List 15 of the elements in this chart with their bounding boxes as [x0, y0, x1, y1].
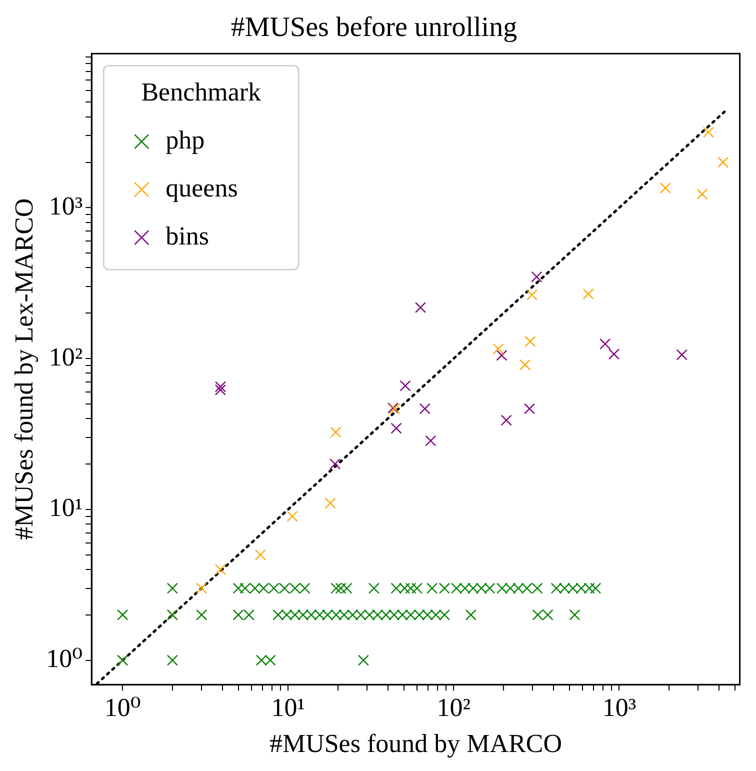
chart-title: #MUSes before unrolling [230, 12, 518, 44]
y-tick-label: 10³ [48, 191, 83, 220]
x-tick-label: 10⁰ [104, 693, 141, 722]
legend-label: queens [166, 173, 238, 202]
y-axis-title: #MUSes found by Lex-MARCO [9, 198, 38, 540]
legend-label: php [166, 125, 205, 154]
x-tick-label: 10³ [602, 693, 636, 722]
legend-label: bins [166, 221, 209, 250]
y-tick-label: 10² [48, 342, 83, 372]
x-tick-label: 10² [436, 693, 471, 722]
legend-title: Benchmark [141, 77, 262, 106]
x-tick-label: 10¹ [271, 693, 306, 722]
y-tick-label: 10¹ [48, 493, 83, 522]
y-tick-label: 10⁰ [46, 644, 83, 674]
x-axis-title: #MUSes found by MARCO [269, 729, 562, 758]
